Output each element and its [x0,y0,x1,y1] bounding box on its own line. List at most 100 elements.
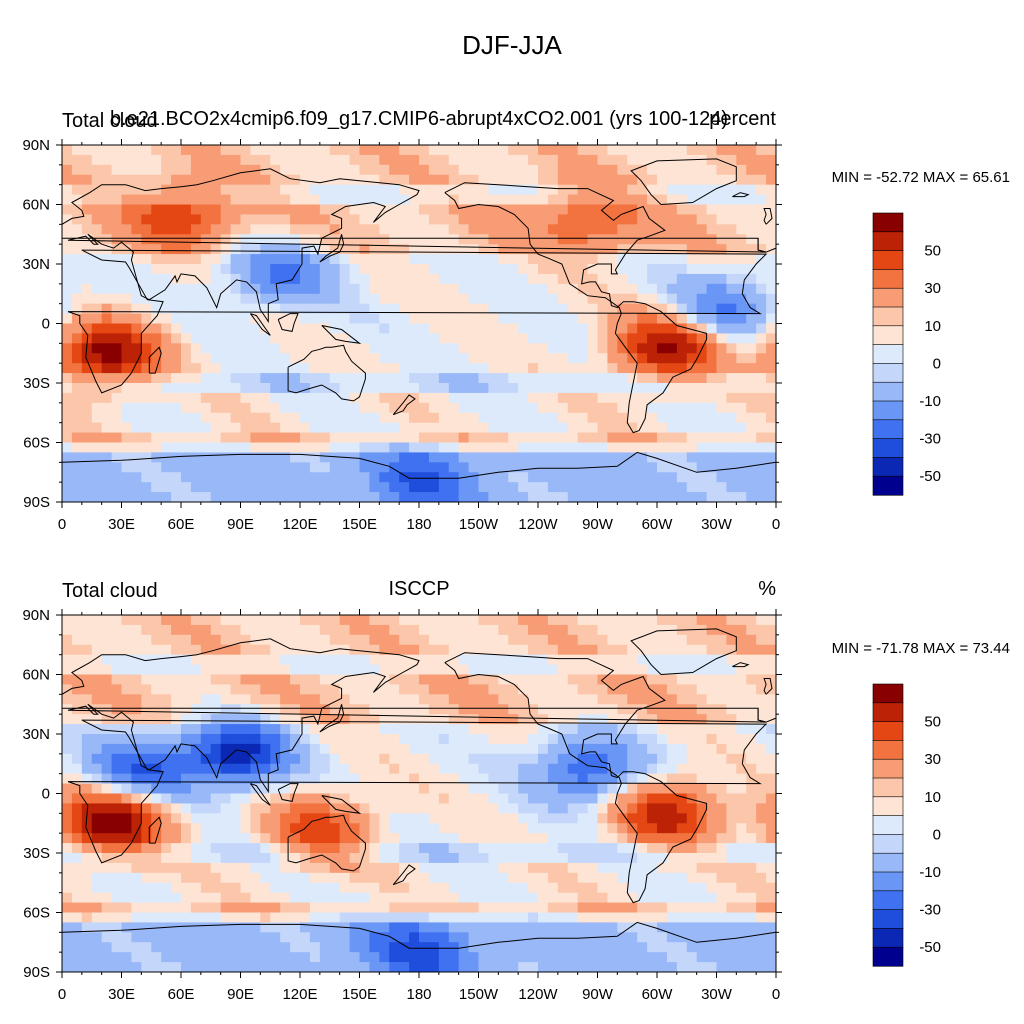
contour-cell [657,303,668,314]
contour-cell [478,303,489,314]
contour-cell [250,432,261,443]
contour-cell [508,714,519,725]
contour-cell [567,402,579,414]
contour-cell [547,333,559,344]
contour-cell [676,333,688,344]
contour-cell [637,803,648,814]
contour-cell [498,412,509,424]
contour-cell [448,902,460,913]
contour-cell [349,853,360,864]
contour-cell [518,194,529,205]
contour-cell [676,303,688,314]
contour-cell [627,724,638,735]
contour-cell [518,813,529,824]
contour-cell [161,323,172,334]
contour-cell [746,793,757,804]
contour-cell [438,303,450,314]
contour-cell [468,343,479,354]
contour-cell [349,833,360,844]
contour-cell [309,872,321,884]
contour-cell [339,214,350,225]
contour-cell [220,833,231,844]
contour-cell [379,204,390,215]
contour-cell [478,833,489,844]
contour-cell [607,902,618,913]
contour-cell [81,634,93,646]
contour-cell [676,254,688,265]
contour-cell [448,333,460,344]
contour-cell [270,234,281,245]
contour-cell [81,254,93,265]
contour-cell [101,432,112,443]
contour-cell [399,402,410,414]
contour-cell [141,402,152,414]
contour-cell [181,145,192,156]
contour-cell [151,392,162,404]
contour-cell [617,624,628,636]
contour-cell [349,373,360,384]
contour-cell [756,684,767,695]
contour-cell [528,412,539,424]
contour-cell [627,912,638,923]
contour-cell [399,674,410,685]
contour-cell [438,753,450,765]
contour-cell [121,654,132,665]
contour-cell [399,803,410,814]
contour-cell [547,264,559,275]
contour-cell [577,872,588,884]
contour-cell [131,684,142,695]
contour-cell [736,145,747,156]
contour-cell [577,234,588,245]
contour-cell [657,624,668,636]
contour-cell [319,412,331,424]
contour-cell [547,154,559,166]
contour-cell [181,482,192,493]
contour-cell [746,462,757,473]
contour-cell [666,194,678,205]
contour-cell [756,615,767,626]
contour-cell [637,412,648,424]
contour-cell [91,333,103,344]
contour-cell [557,823,569,834]
contour-cell [319,615,331,626]
contour-cell [448,244,460,255]
contour-cell [329,392,341,404]
contour-cell [617,704,628,715]
contour-cell [587,912,598,923]
contour-cell [756,204,767,215]
contour-cell [62,773,73,784]
contour-cell [657,793,668,804]
contour-cell [766,763,777,775]
contour-cell [151,813,162,824]
contour-cell [637,244,648,255]
contour-cell [250,763,261,775]
contour-cell [676,363,688,374]
contour-cell [171,164,182,176]
contour-cell [300,734,311,745]
contour-cell [171,254,182,265]
contour-cell [300,912,311,923]
contour-cell [637,452,648,463]
contour-cell [329,492,341,503]
x-tick-label: 90W [582,516,614,533]
contour-cell [230,492,241,503]
contour-cell [210,724,222,735]
contour-cell [696,254,707,265]
contour-cell [468,164,479,176]
contour-cell [696,684,707,695]
contour-cell [607,343,618,354]
contour-cell [647,224,658,235]
contour-cell [151,674,162,685]
contour-cell [300,214,311,225]
contour-cell [498,833,509,844]
contour-cell [290,482,301,493]
contour-cell [300,422,311,433]
contour-cell [419,694,430,705]
contour-cell [746,283,757,295]
contour-cell [508,244,519,255]
contour-cell [181,833,192,844]
contour-cell [220,432,231,443]
contour-cell [71,654,83,665]
contour-cell [141,694,152,705]
contour-cell [200,853,212,864]
